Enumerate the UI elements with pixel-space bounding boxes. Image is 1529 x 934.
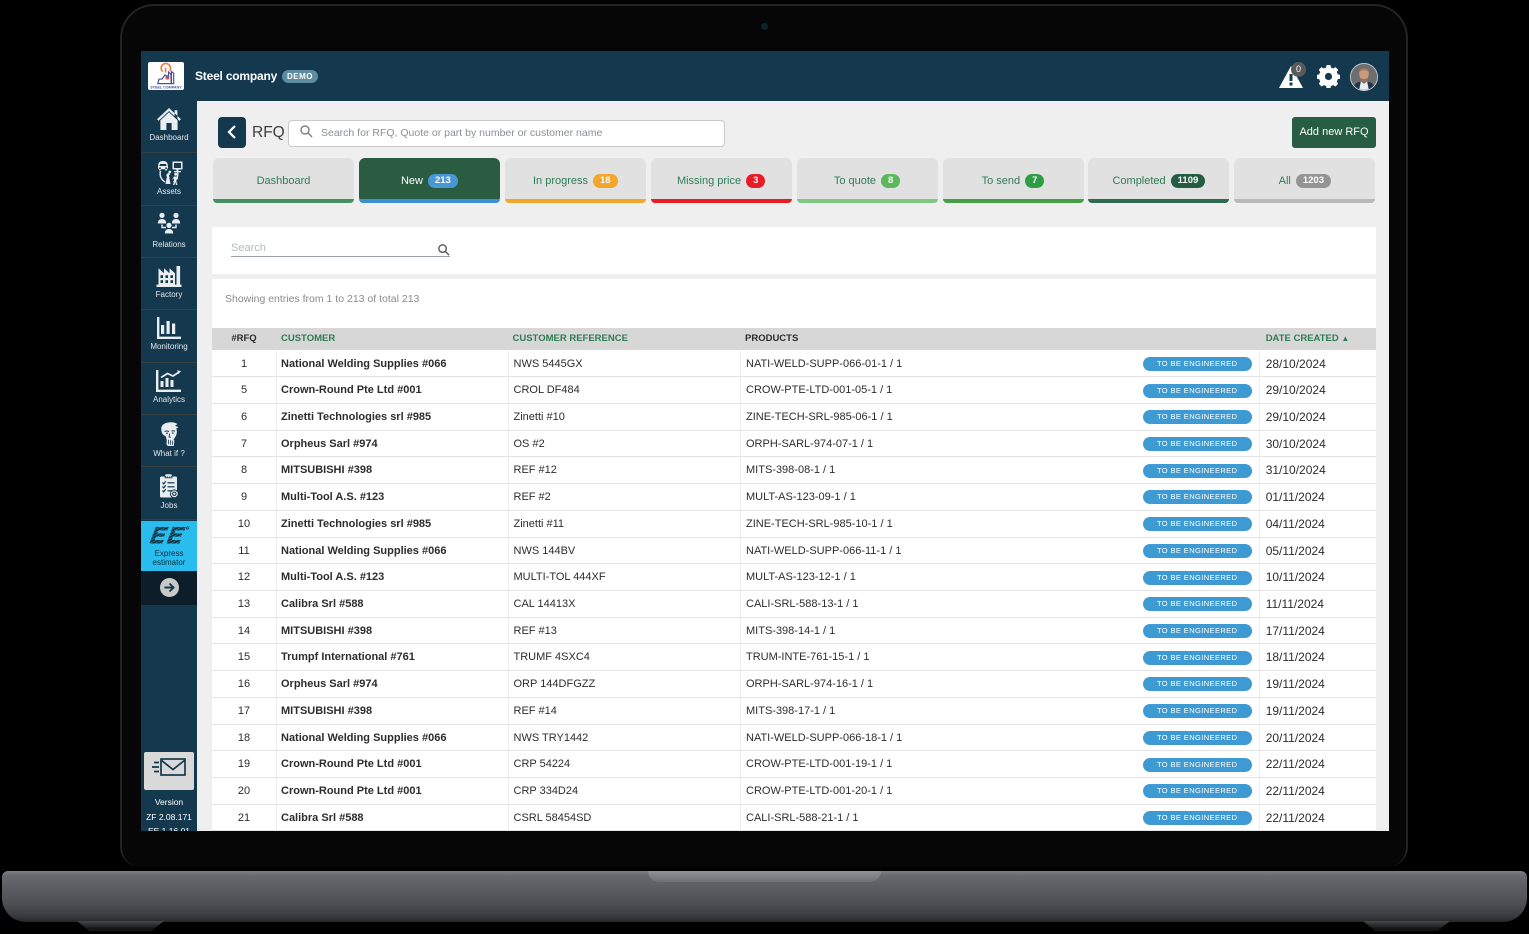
svg-text:STEEL COMPANY: STEEL COMPANY xyxy=(150,85,182,89)
